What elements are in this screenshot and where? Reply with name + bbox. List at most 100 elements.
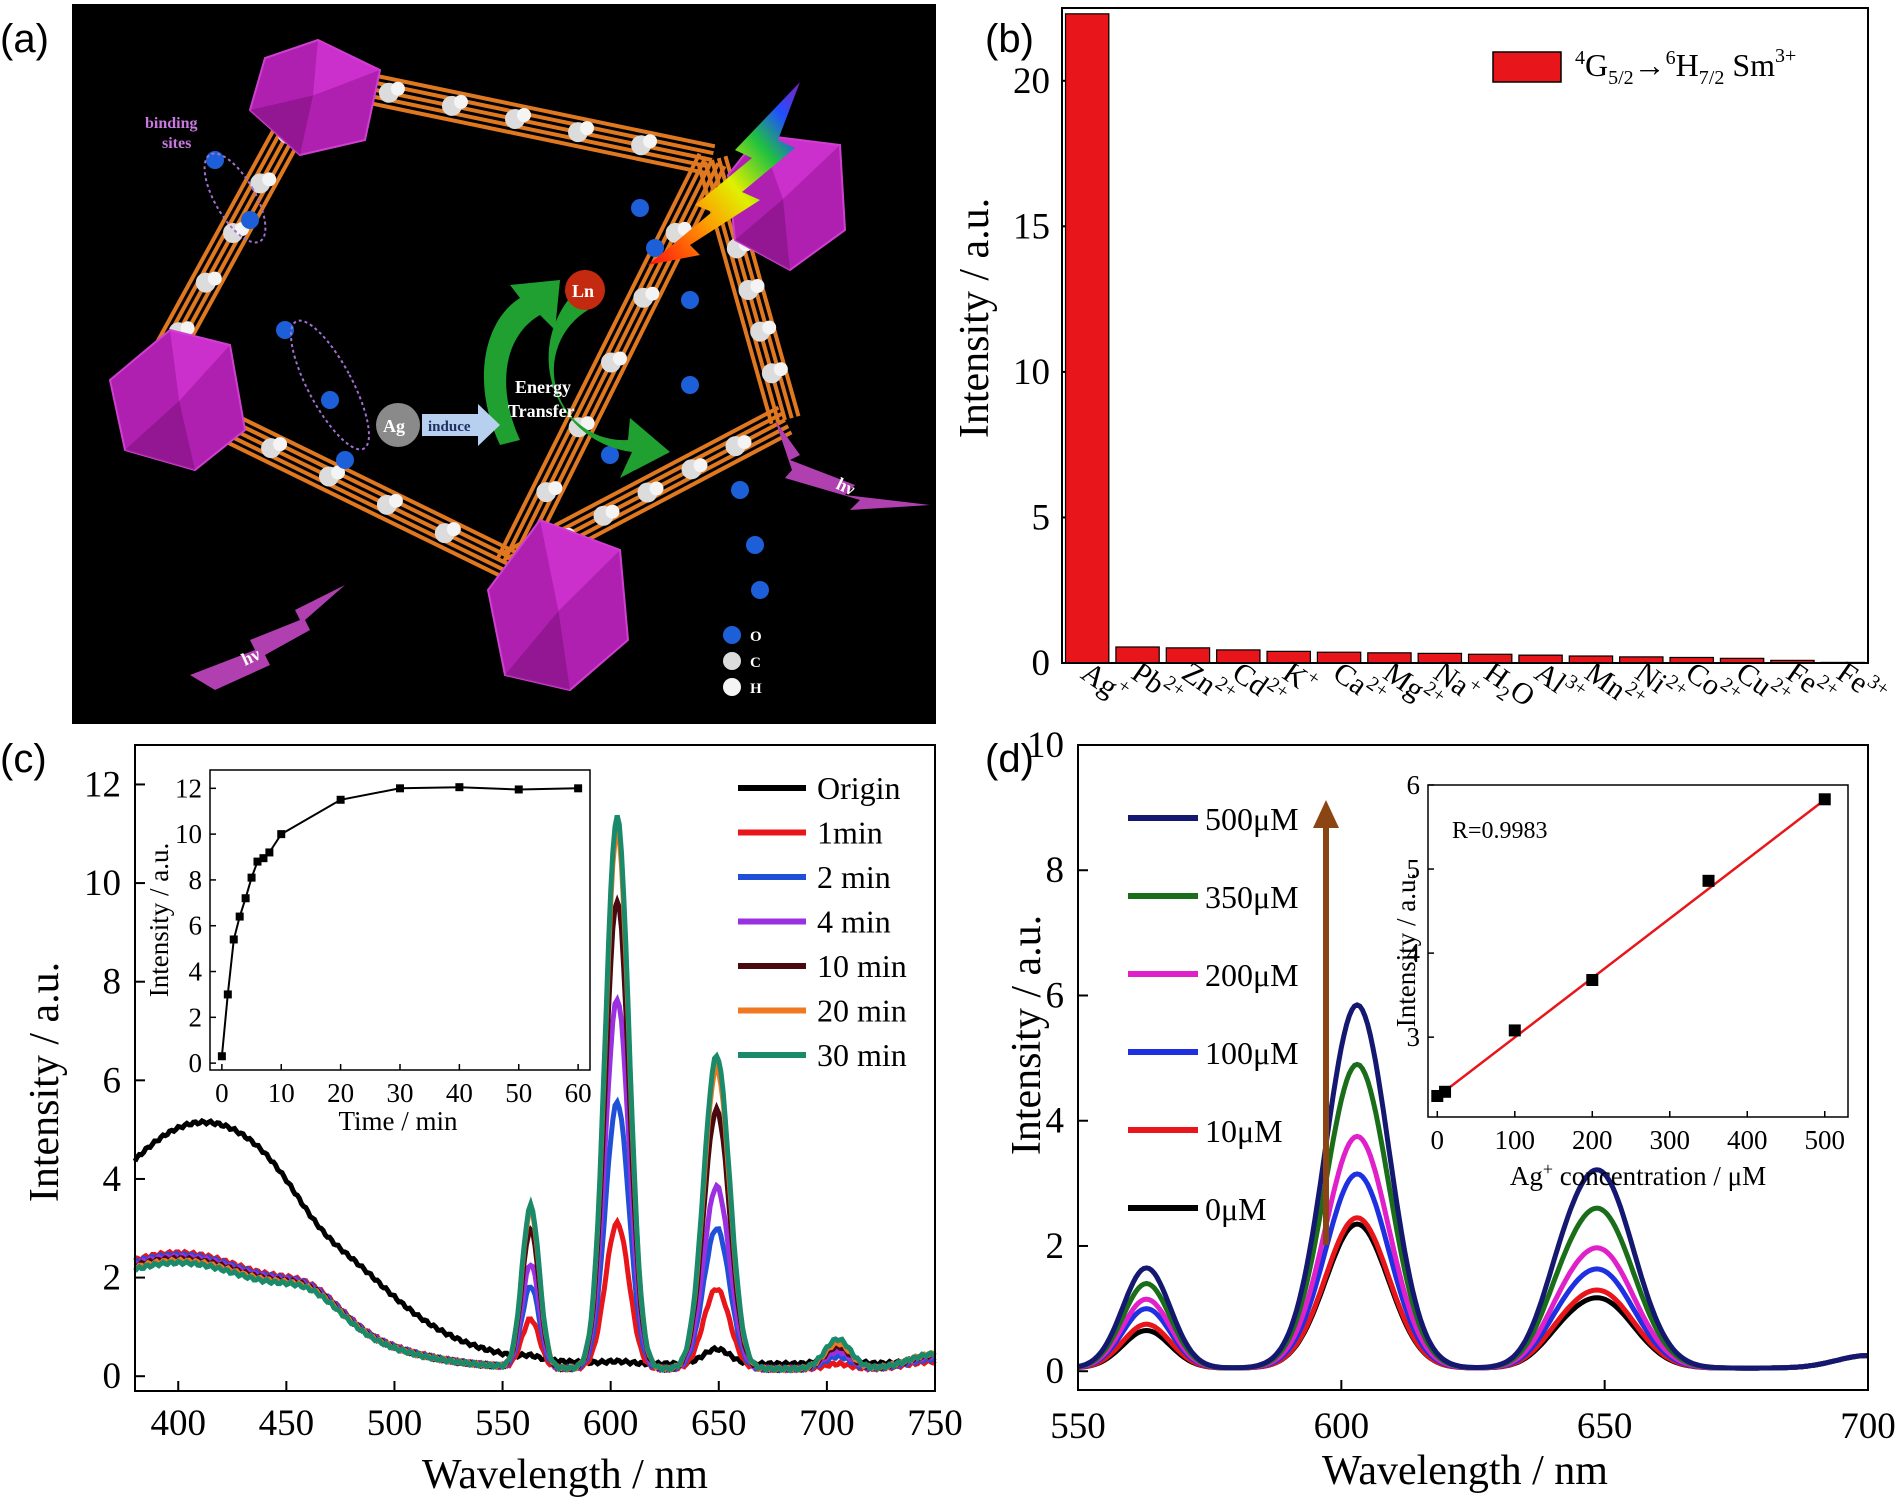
- oxygen-atom: [601, 446, 619, 464]
- y-axis-label: Intensity / a.u.: [1004, 915, 1050, 1155]
- hydrogen-atom: [207, 271, 222, 286]
- hydrogen-atom: [388, 493, 403, 508]
- inset-x-tick-label: 10: [268, 1078, 295, 1108]
- x-tick-label: 700: [1840, 1406, 1896, 1447]
- y-tick-label: 0: [1046, 1351, 1065, 1392]
- legend-label: Origin: [817, 770, 901, 806]
- polyhedron-face: [735, 199, 790, 270]
- y-tick-label: 4: [1046, 1101, 1065, 1142]
- hydrogen-legend-dot: [723, 678, 741, 696]
- carbon-legend-dot: [723, 652, 741, 670]
- inset-x-tick-label: 50: [505, 1078, 532, 1108]
- legend-label: 10 min: [817, 948, 907, 984]
- panel-a: (a) binding sites Energy Transfer Ln Ag …: [0, 4, 936, 724]
- inset-y-tick-label: 2: [189, 1002, 203, 1032]
- hydrogen-atom: [737, 435, 752, 450]
- energy-transfer-arrow: [483, 280, 560, 445]
- legend-o-label: O: [750, 629, 762, 645]
- inset-point: [514, 785, 523, 794]
- hydrogen-atom: [262, 172, 277, 187]
- hydrogen-atom: [643, 134, 658, 149]
- legend-label: 4G5/2→6H7/2 Sm3+: [1575, 45, 1796, 89]
- panel-a-letter: (a): [0, 17, 49, 61]
- hydrogen-atom: [548, 481, 563, 496]
- inset-x-tick-label: 300: [1650, 1125, 1691, 1155]
- inset-y-label: Intensity / a.u.: [1391, 873, 1421, 1027]
- ln-label: Ln: [572, 281, 594, 301]
- inset-y-tick-label: 4: [1407, 938, 1421, 968]
- legend-label: 4 min: [817, 904, 891, 940]
- inset-x-label: Ag+ concentration / μM: [1510, 1159, 1766, 1191]
- y-tick-label: 6: [103, 1060, 122, 1101]
- inset-y-tick-label: 4: [189, 957, 203, 987]
- hv-arrow: [190, 585, 345, 690]
- linker-bond: [320, 62, 716, 149]
- y-tick-label: 20: [1013, 61, 1050, 102]
- linker-bond: [314, 89, 710, 176]
- inset-x-tick-label: 500: [1805, 1125, 1846, 1155]
- series-line: [1077, 1221, 1868, 1371]
- inset-x-tick-label: 40: [446, 1078, 473, 1108]
- y-tick-label: 0: [1032, 643, 1051, 684]
- inset-frame: [1427, 784, 1849, 1118]
- inset-point: [336, 795, 345, 804]
- ln-atom: [565, 270, 605, 310]
- inset-x-tick-label: 60: [565, 1078, 592, 1108]
- y-tick-label: 10: [84, 863, 121, 904]
- polyhedron-face: [170, 330, 230, 401]
- inset-point: [1439, 1085, 1452, 1098]
- oxygen-atom: [276, 321, 294, 339]
- inset-x-tick-label: 200: [1572, 1125, 1613, 1155]
- legend-label: 10μM: [1205, 1113, 1283, 1149]
- hydrogen-atom: [773, 362, 788, 377]
- x-tick-label: 500: [367, 1403, 423, 1444]
- inset-y-label: Intensity / a.u.: [144, 843, 174, 997]
- legend-c-label: C: [750, 655, 761, 671]
- inset-point: [223, 990, 232, 999]
- inset-chart: 0 100 200 300 400 500 3 4 5 6 R=0.9983 Intensity …: [1391, 770, 1849, 1191]
- hydrogen-atom: [693, 458, 708, 473]
- plot-frame: [134, 744, 936, 1392]
- inset-x-tick-label: 30: [387, 1078, 414, 1108]
- y-axis-label: Intensity / a.u.: [952, 198, 998, 438]
- legend-label: 2 min: [817, 859, 891, 895]
- hydrogen-atom: [649, 481, 664, 496]
- legend-h-label: H: [750, 681, 762, 697]
- plot-frame: [1077, 744, 1869, 1391]
- y-tick-label: 2: [1046, 1226, 1065, 1267]
- inset-x-tick-label: 0: [215, 1078, 229, 1108]
- x-tick-label: 700: [799, 1403, 855, 1444]
- inset-point: [229, 935, 238, 944]
- inset-y-tick-label: 10: [175, 819, 202, 849]
- metal-polyhedra: [108, 38, 847, 692]
- ag-label: Ag: [383, 416, 405, 436]
- legend-label: 100μM: [1205, 1035, 1299, 1071]
- legend-label: 0μM: [1205, 1191, 1267, 1227]
- y-tick-label: 6: [1046, 975, 1065, 1016]
- energy-label: Transfer: [508, 401, 575, 421]
- legend-swatch: [1492, 51, 1562, 83]
- series-line: [133, 814, 935, 1374]
- binding-site-ellipse: [203, 152, 267, 244]
- inset-point: [1508, 1024, 1521, 1037]
- panel-d-letter: (d): [985, 737, 1034, 781]
- inset-point: [241, 894, 250, 903]
- polyhedron-face: [313, 40, 380, 96]
- oxygen-atom: [206, 151, 224, 169]
- y-tick-label: 12: [84, 764, 121, 805]
- inset-point: [455, 783, 464, 792]
- inset-frame: [209, 769, 591, 1071]
- polyhedron-face: [125, 400, 195, 470]
- category-label: H2O: [1475, 656, 1541, 719]
- oxygen-atom: [746, 536, 764, 554]
- panel-b-letter: (b): [985, 17, 1034, 61]
- inset-y-tick-label: 12: [175, 773, 202, 803]
- legend-label: 1min: [817, 815, 883, 851]
- inset-point: [247, 873, 256, 882]
- inset-point: [574, 784, 583, 793]
- induce-arrow: [422, 404, 500, 446]
- binding-sites-label: binding: [145, 115, 197, 132]
- hydrogen-atom: [331, 465, 345, 480]
- legend-label: 350μM: [1205, 879, 1299, 915]
